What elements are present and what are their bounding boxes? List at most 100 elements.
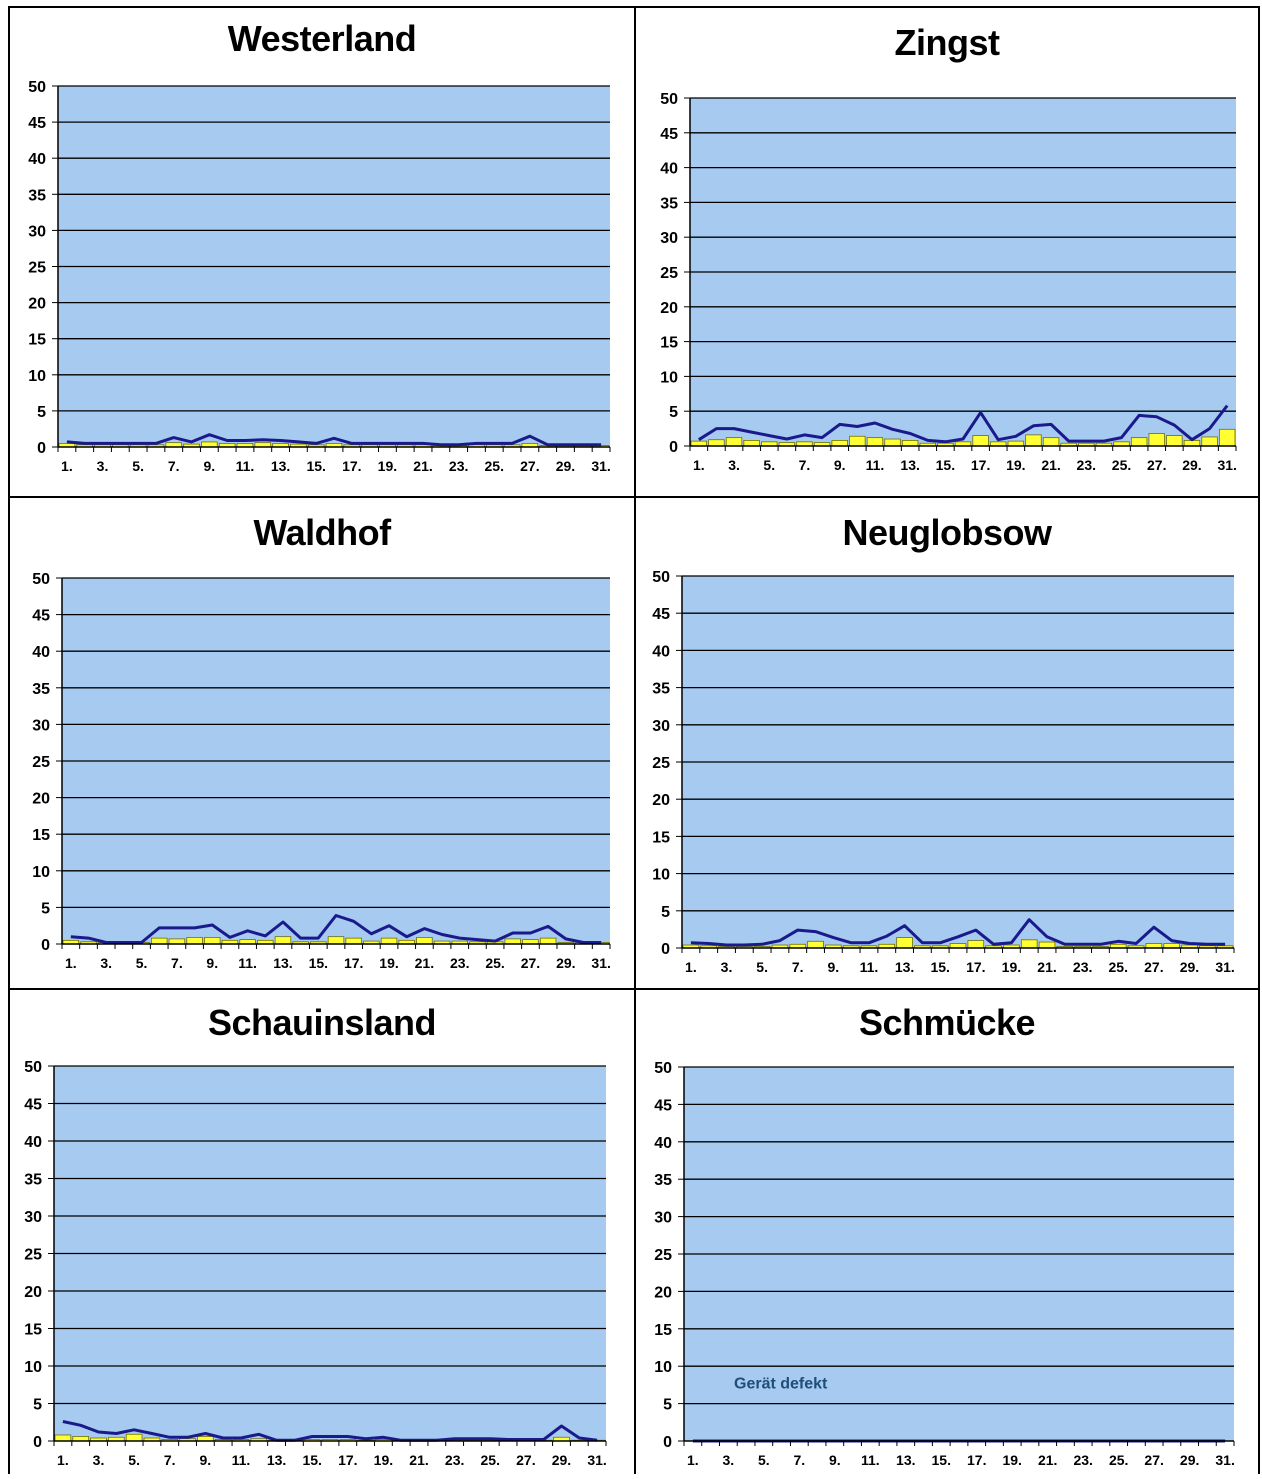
series-line — [66, 433, 602, 447]
bar — [274, 936, 292, 945]
y-tick-label: 5 — [37, 404, 46, 421]
bar — [1130, 437, 1148, 447]
y-tick-label: 5 — [669, 404, 678, 421]
y-tick-label: 50 — [32, 571, 50, 588]
y-tick-label: 40 — [654, 1135, 672, 1152]
x-tick-label: 9. — [206, 955, 218, 971]
x-tick-label: 23. — [1073, 959, 1092, 975]
x-tick-label: 13. — [267, 1452, 286, 1468]
x-tick-label: 29. — [556, 955, 575, 971]
y-tick-label: 30 — [660, 230, 678, 247]
frame-row-1 — [8, 496, 1260, 498]
y-tick-label: 25 — [24, 1247, 42, 1264]
x-tick-label: 27. — [1147, 457, 1166, 473]
chart-svg-schmucke: 0 5 10 15 20 25 30 35 40 45 50 1. 3. 5. 7. 9. 11. 13. 15. 1… — [654, 1060, 1235, 1468]
bar — [380, 937, 398, 945]
x-tick-label: 19. — [374, 1452, 393, 1468]
y-tick-label: 25 — [654, 1247, 672, 1264]
x-tick-label: 1. — [687, 1452, 699, 1468]
bar — [972, 435, 989, 447]
y-tick-label: 50 — [24, 1059, 42, 1076]
y-tick-label: 40 — [652, 643, 670, 660]
y-tick-label: 0 — [41, 937, 50, 954]
x-tick-label: 7. — [171, 955, 183, 971]
x-tick-label: 23. — [449, 458, 468, 474]
y-tick-label: 50 — [654, 1060, 672, 1077]
y-tick-label: 35 — [660, 195, 678, 212]
bar — [204, 937, 221, 945]
chart-panel-schmucke: Schmücke 0 5 10 15 20 25 30 35 40 45 50 1. 3. 5. 7. 9. 1… — [636, 990, 1258, 1474]
y-tick-label: 35 — [24, 1172, 42, 1189]
x-tick-label: 19. — [378, 458, 397, 474]
x-tick-label: 3. — [723, 1452, 735, 1468]
y-tick-label: 45 — [654, 1097, 672, 1114]
frame-row-2 — [8, 988, 1260, 990]
x-tick-label: 1. — [685, 959, 697, 975]
bar — [896, 937, 913, 949]
x-tick-label: 17. — [966, 959, 985, 975]
bar — [1042, 437, 1060, 447]
y-tick-label: 45 — [652, 606, 670, 623]
y-tick-label: 20 — [24, 1284, 42, 1301]
x-tick-label: 7. — [792, 959, 804, 975]
series-line — [697, 404, 1229, 444]
x-tick-label: 9. — [828, 959, 840, 975]
y-tick-label: 15 — [660, 335, 678, 352]
bar — [884, 438, 901, 447]
x-tick-label: 19. — [1002, 1452, 1021, 1468]
x-tick-label: 17. — [342, 458, 361, 474]
x-tick-label: 31. — [1215, 1452, 1234, 1468]
x-tick-label: 15. — [930, 959, 949, 975]
frame-middle — [634, 6, 636, 1474]
y-tick-label: 20 — [32, 791, 50, 808]
y-tick-label: 5 — [663, 1397, 672, 1414]
x-tick-label: 11. — [232, 1452, 251, 1468]
x-tick-label: 21. — [1041, 457, 1060, 473]
chart-svg-waldhof: 0 5 10 15 20 25 30 35 40 45 50 1. 3. 5. 7. 9. 11. 13. 15. 1… — [32, 571, 611, 971]
x-tick-label: 5. — [763, 457, 775, 473]
x-tick-label: 7. — [793, 1452, 805, 1468]
x-tick-label: 31. — [591, 955, 610, 971]
x-tick-label: 11. — [236, 458, 255, 474]
y-tick-label: 30 — [28, 223, 46, 240]
y-tick-label: 10 — [652, 867, 670, 884]
chart-panel-zingst: Zingst 0 5 10 15 20 25 30 35 40 45 50 1. 3. 5. 7. 9. 11.… — [636, 8, 1258, 496]
x-tick-label: 15. — [302, 1452, 321, 1468]
x-tick-label: 17. — [338, 1452, 357, 1468]
x-tick-label: 19. — [379, 955, 398, 971]
x-tick-label: 3. — [97, 458, 109, 474]
x-tick-label: 23. — [445, 1452, 464, 1468]
x-tick-label: 29. — [1182, 457, 1201, 473]
y-tick-label: 20 — [654, 1284, 672, 1301]
x-tick-label: 13. — [273, 955, 292, 971]
chart-panel-neuglobsow: Neuglobsow 0 5 10 15 20 25 30 35 40 45 50 1. 3. 5. 7. 9… — [636, 498, 1258, 988]
x-tick-label: 15. — [932, 1452, 951, 1468]
x-tick-label: 13. — [271, 458, 290, 474]
bar — [150, 937, 168, 945]
y-tick-label: 35 — [652, 681, 670, 698]
y-tick-label: 15 — [28, 332, 46, 349]
x-tick-label: 9. — [204, 458, 216, 474]
y-tick-label: 0 — [663, 1434, 672, 1451]
chart-panel-westerland: Westerland 0 5 10 15 20 25 30 35 40 45 50 1. 3. 5. 7. 9… — [10, 8, 634, 496]
x-tick-label: 29. — [552, 1452, 571, 1468]
chart-panel-waldhof: Waldhof 0 5 10 15 20 25 30 35 40 45 50 1. 3. 5. 7. 9. 11… — [10, 498, 634, 988]
bar — [201, 441, 218, 448]
x-tick-label: 3. — [100, 955, 112, 971]
y-tick-label: 0 — [37, 440, 46, 457]
x-tick-label: 25. — [485, 955, 504, 971]
x-tick-label: 7. — [164, 1452, 176, 1468]
frame-right — [1258, 6, 1260, 1474]
x-tick-label: 15. — [306, 458, 325, 474]
x-tick-label: 25. — [1112, 457, 1131, 473]
y-tick-label: 20 — [652, 792, 670, 809]
bar — [1148, 433, 1165, 447]
x-tick-label: 5. — [132, 458, 144, 474]
y-tick-label: 5 — [41, 900, 50, 917]
frame-left — [8, 6, 10, 1474]
x-tick-label: 17. — [967, 1452, 986, 1468]
x-tick-label: 9. — [834, 457, 846, 473]
y-tick-label: 25 — [28, 260, 46, 277]
x-tick-label: 3. — [728, 457, 740, 473]
